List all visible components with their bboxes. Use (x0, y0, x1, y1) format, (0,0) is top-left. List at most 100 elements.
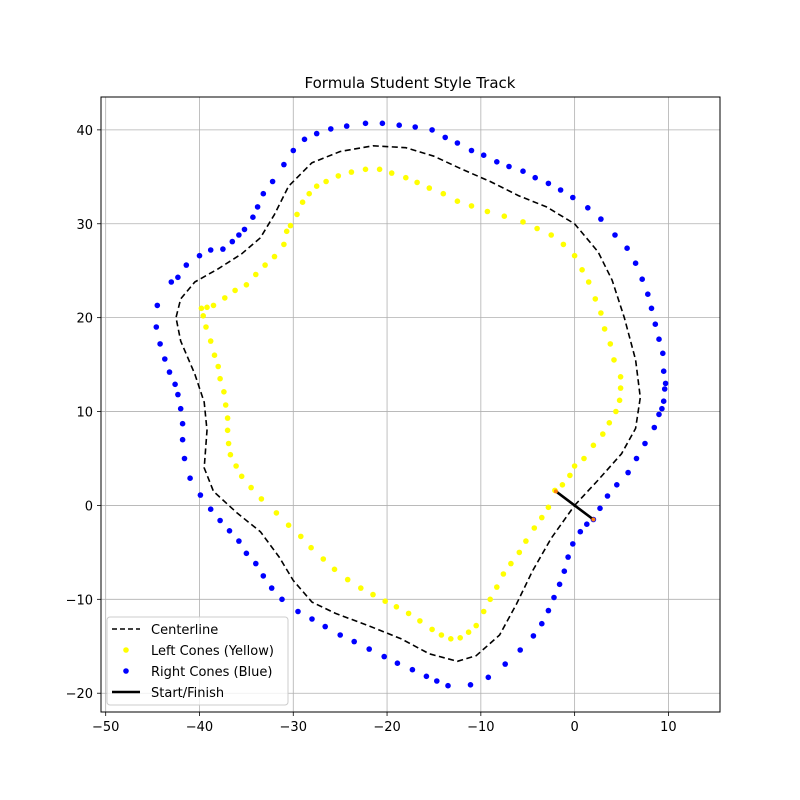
blue-cone-point (545, 180, 552, 187)
blue-cone-point (625, 469, 631, 476)
blue-cone-point (659, 405, 665, 412)
yellow-cone-point (222, 295, 228, 301)
yellow-cone-point (198, 305, 205, 312)
blue-cone-point (624, 245, 630, 251)
y-tick-label: 0 (85, 499, 93, 514)
blue-cone-point (642, 440, 648, 447)
yellow-cone-point (516, 549, 523, 556)
yellow-cone-point (440, 190, 447, 197)
yellow-cone-point (601, 326, 608, 332)
blue-cone-point (660, 368, 667, 375)
blue-cone-point (175, 391, 181, 398)
yellow-cone-point (571, 252, 578, 259)
yellow-cone-point (285, 522, 292, 528)
blue-cone-point (168, 279, 175, 285)
x-tick-label: −20 (373, 720, 400, 735)
yellow-cone-point (258, 496, 265, 502)
yellow-cone-point (559, 482, 566, 488)
legend-box (106, 616, 289, 706)
blue-cone-point (179, 436, 186, 443)
yellow-cone-point (592, 296, 599, 302)
yellow-cone-point (598, 310, 604, 316)
centerline-path (175, 145, 642, 663)
blue-cone-point (236, 232, 242, 238)
blue-cone-point (279, 596, 285, 603)
yellow-cone-point (613, 408, 619, 415)
yellow-cone-point (281, 241, 287, 248)
blue-cone-point (468, 147, 475, 154)
yellow-cone-point (299, 199, 306, 205)
yellow-cone-point (473, 622, 480, 629)
blue-cone-point (254, 204, 261, 210)
yellow-cone-point (607, 341, 614, 347)
legend-right-cones-swatch (123, 668, 129, 674)
blue-cone-point (153, 324, 160, 330)
yellow-cone-point (480, 608, 487, 615)
yellow-cone-point (534, 225, 540, 232)
blue-cone-point (614, 482, 620, 488)
blue-cone-point (183, 262, 190, 268)
blue-cone-point (229, 238, 236, 245)
yellow-cone-point (200, 313, 206, 319)
yellow-cone-point (217, 375, 223, 382)
yellow-cone-point (567, 472, 573, 479)
yellow-cone-point (215, 363, 221, 370)
yellow-cone-point (323, 178, 329, 185)
yellow-cone-point (370, 591, 376, 598)
yellow-cone-point (211, 352, 218, 359)
blue-cone-point (656, 336, 662, 343)
blue-cone-point (557, 187, 564, 193)
yellow-cone-point (232, 287, 238, 294)
yellow-cone-point (273, 510, 280, 516)
blue-cone-point (207, 506, 214, 512)
blue-cone-point (648, 305, 655, 312)
blue-cone-point (236, 538, 242, 544)
yellow-cone-point (417, 618, 423, 624)
plot-frame (100, 96, 721, 713)
blue-cone-point (412, 124, 419, 130)
blue-cone-point (154, 302, 161, 309)
yellow-cone-point (382, 598, 389, 604)
yellow-cone-point (358, 585, 364, 591)
x-tick-label: 0 (570, 720, 578, 735)
blue-cone-point (556, 581, 563, 588)
blue-cone-point (281, 161, 287, 168)
yellow-cone-point (207, 338, 214, 344)
yellow-cone-point (248, 484, 254, 491)
blue-cone-point (570, 194, 576, 201)
yellow-cone-point (501, 213, 508, 219)
blue-cone-point (268, 585, 275, 591)
blue-cone-point (551, 594, 557, 601)
blue-cone-point (577, 528, 584, 535)
yellow-cone-point (600, 431, 606, 437)
blue-cone-point (467, 682, 474, 688)
blue-cone-point (295, 608, 301, 615)
blue-cone-point (612, 232, 618, 238)
blue-cone-point (197, 492, 204, 498)
blue-cone-point (243, 550, 250, 557)
blue-cone-point (429, 127, 435, 133)
yellow-cone-point (238, 473, 245, 480)
blue-cone-point (162, 356, 168, 362)
blue-cone-point (423, 673, 430, 680)
blue-cone-point (539, 620, 545, 627)
yellow-cone-point (376, 166, 383, 173)
yellow-cone-point (225, 440, 232, 447)
blue-cone-point (196, 252, 203, 259)
blue-cone-point (343, 123, 350, 129)
blue-cone-point (187, 475, 193, 482)
blue-cone-point (260, 573, 267, 579)
blue-cone-point (632, 260, 639, 267)
blue-cone-point (506, 163, 512, 170)
blue-cone-point (179, 420, 186, 427)
blue-cone-point (301, 136, 308, 143)
yellow-cone-point (611, 357, 617, 363)
x-tick-label: 10 (660, 720, 677, 735)
yellow-cone-point (520, 219, 526, 225)
yellow-cone-point (531, 525, 538, 531)
yellow-cone-point (283, 228, 290, 235)
yellow-cone-point (560, 241, 567, 248)
yellow-cone-point (298, 533, 304, 540)
yellow-cone-point (344, 576, 351, 583)
yellow-cone-point (253, 271, 259, 278)
